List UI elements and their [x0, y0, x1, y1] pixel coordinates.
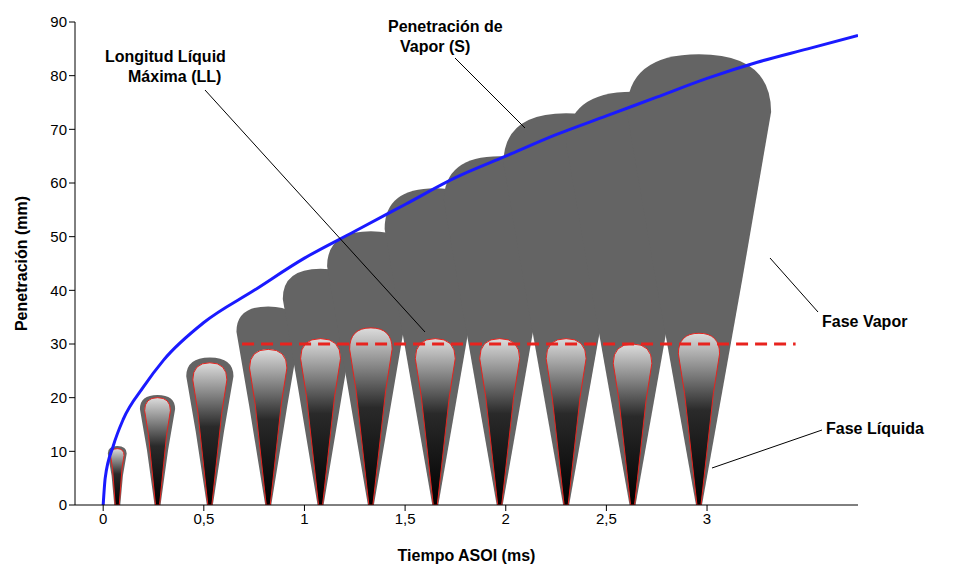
svg-text:1: 1: [300, 510, 308, 527]
svg-text:90: 90: [50, 13, 67, 30]
svg-text:Penetración (mm): Penetración (mm): [13, 196, 30, 331]
svg-text:3: 3: [703, 510, 711, 527]
svg-text:20: 20: [50, 389, 67, 406]
svg-text:50: 50: [50, 228, 67, 245]
svg-text:2: 2: [502, 510, 510, 527]
svg-text:0,5: 0,5: [193, 510, 214, 527]
svg-text:30: 30: [50, 335, 67, 352]
svg-text:Máxima (LL): Máxima (LL): [128, 68, 221, 85]
svg-text:Tiempo ASOI (ms): Tiempo ASOI (ms): [398, 547, 536, 564]
svg-text:1,5: 1,5: [395, 510, 416, 527]
svg-text:0: 0: [99, 510, 107, 527]
svg-text:2,5: 2,5: [596, 510, 617, 527]
svg-text:Vapor (S): Vapor (S): [400, 38, 470, 55]
svg-text:70: 70: [50, 121, 67, 138]
svg-text:Fase Vapor: Fase Vapor: [822, 313, 907, 330]
svg-text:80: 80: [50, 67, 67, 84]
svg-text:40: 40: [50, 282, 67, 299]
svg-text:Penetración de: Penetración de: [388, 18, 503, 35]
svg-text:0: 0: [59, 496, 67, 513]
svg-text:Fase Líquida: Fase Líquida: [826, 420, 924, 437]
svg-text:10: 10: [50, 443, 67, 460]
svg-text:Longitud Líquid: Longitud Líquid: [105, 48, 226, 65]
svg-text:60: 60: [50, 174, 67, 191]
